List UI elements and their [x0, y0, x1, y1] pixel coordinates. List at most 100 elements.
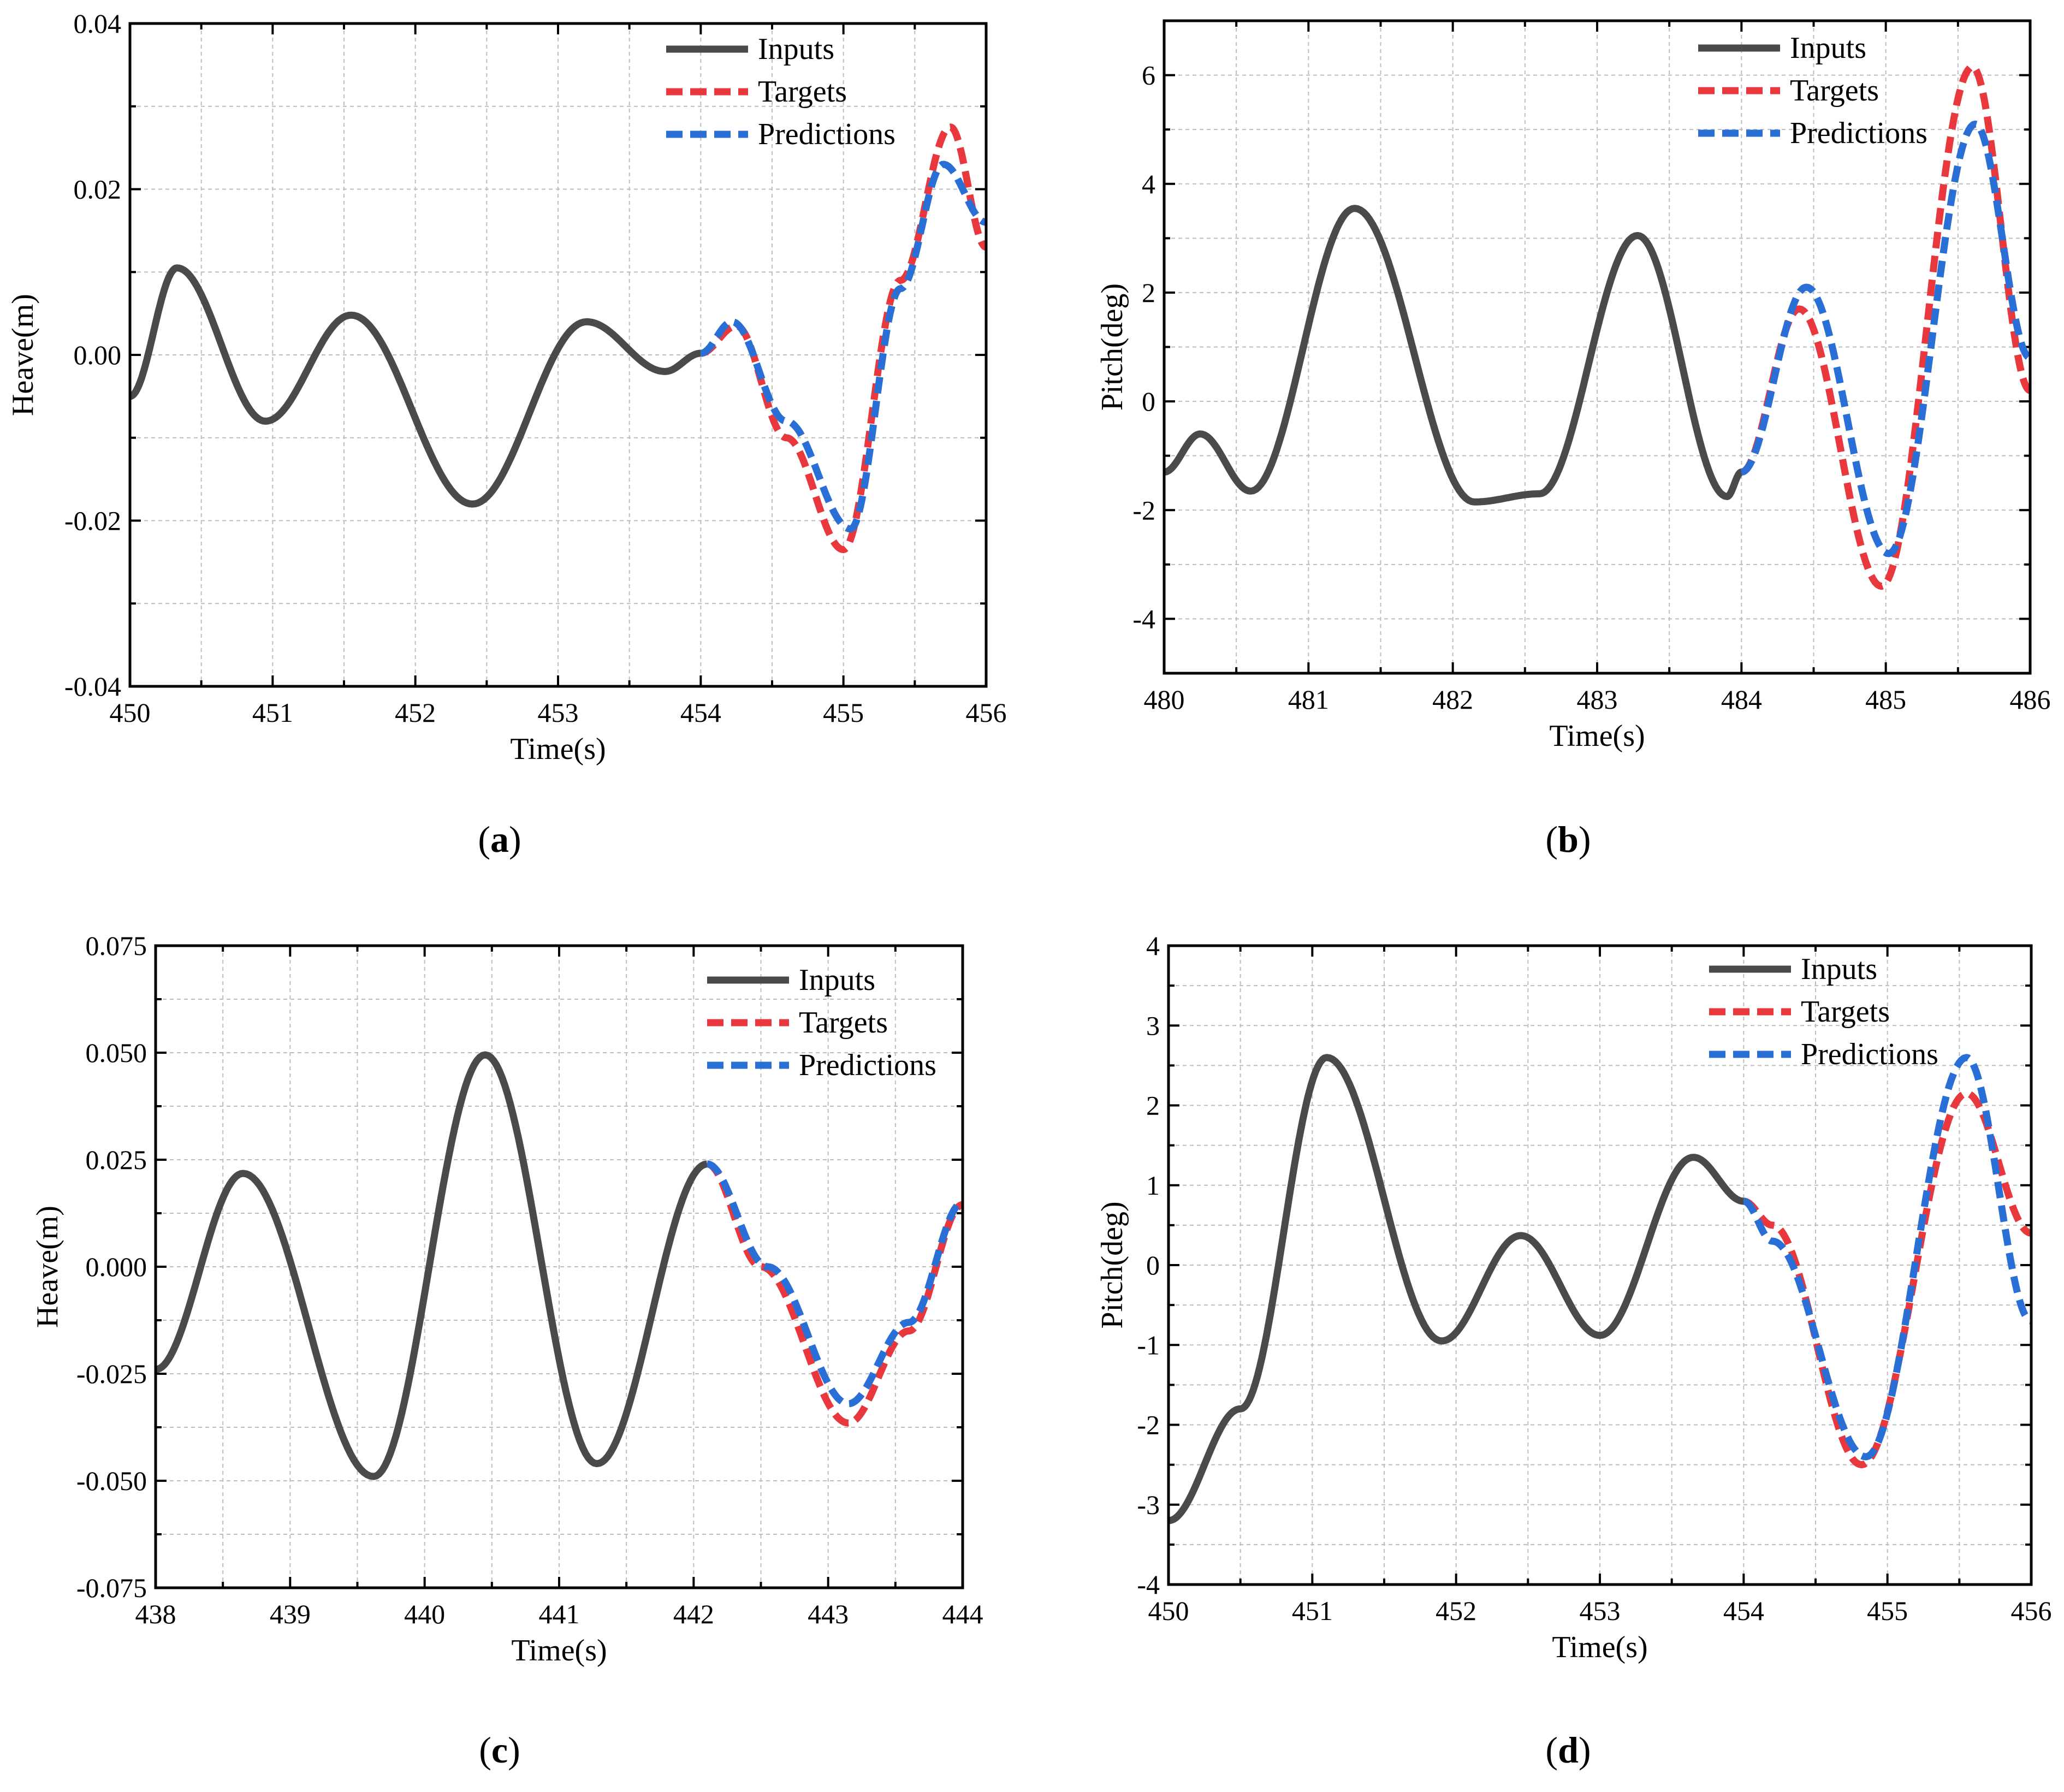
x-tick-label: 483: [1577, 684, 1618, 715]
x-tick-label: 455: [823, 697, 864, 728]
legend-label-predictions: Predictions: [799, 1048, 936, 1082]
y-axis-title: Heave(m): [6, 294, 40, 416]
series-line-predictions: [1741, 1054, 2031, 1461]
y-tick-label: 4: [1142, 169, 1155, 199]
caption-open-paren: (: [1545, 818, 1558, 860]
legend: Inputs Targets Predictions: [1698, 31, 1927, 150]
x-tick-label: 486: [2010, 684, 2051, 715]
chart-panel-b: 480 481 482 483 484 485 486 -4 -2 0 2 4 6 Time(s) Pitc…: [1095, 19, 2051, 860]
caption-letter: d: [1558, 1729, 1579, 1771]
legend-label-targets: Targets: [1801, 995, 1890, 1029]
grid: [1164, 20, 2031, 674]
y-tick-label: 6: [1142, 60, 1155, 91]
legend: Inputs Targets Predictions: [1709, 952, 1938, 1071]
series-line-inputs: [1164, 205, 1745, 506]
series-line-predictions: [698, 161, 986, 533]
y-tick-label: 0.02: [74, 174, 122, 205]
series-line-inputs: [130, 264, 704, 508]
y-tick-label: 2: [1142, 277, 1155, 308]
y-tick-label: 0.050: [86, 1037, 147, 1068]
series-group: [1169, 1054, 2031, 1524]
x-tick-label: 450: [1148, 1595, 1189, 1626]
x-tick-label: 442: [673, 1599, 714, 1629]
series-line-inputs: [156, 1051, 708, 1480]
series-line-predictions: [705, 1160, 963, 1408]
x-tick-label: 444: [942, 1599, 983, 1629]
caption-letter: c: [491, 1729, 508, 1771]
series-group: [1164, 63, 2030, 590]
x-tick-label: 439: [270, 1599, 311, 1629]
x-axis-title: Time(s): [1552, 1630, 1647, 1664]
series-group: [130, 123, 986, 554]
series-line-targets: [698, 123, 986, 554]
y-tick-label: -2: [1137, 1410, 1160, 1440]
y-tick-label: -0.04: [64, 671, 121, 702]
y-tick-label: -0.050: [76, 1465, 147, 1496]
plot-frame: [154, 944, 964, 1589]
chart-panel-c: 438 439 440 441 442 443 444 -0.075 -0.050 -0.025 0…: [31, 930, 983, 1771]
caption-open-paren: (: [478, 818, 490, 860]
y-tick-label: -3: [1137, 1490, 1160, 1520]
x-tick-label: 443: [808, 1599, 849, 1629]
x-tick-label: 441: [539, 1599, 580, 1629]
series-line-predictions: [1739, 120, 2030, 557]
x-tick-label: 453: [538, 697, 579, 728]
y-tick-label: 0.075: [86, 930, 147, 961]
x-axis-title: Time(s): [511, 1634, 607, 1668]
y-tick-label: 4: [1146, 930, 1160, 961]
panel-caption: (c): [479, 1729, 520, 1771]
legend-label-inputs: Inputs: [1801, 952, 1877, 986]
grid: [1168, 945, 2032, 1585]
y-tick-label: 2: [1146, 1090, 1160, 1121]
x-tick-label: 454: [1723, 1595, 1764, 1626]
legend-label-predictions: Predictions: [1790, 116, 1927, 150]
x-tick-label: 482: [1432, 684, 1473, 715]
series-line-targets: [1741, 1090, 2031, 1469]
y-axis-title: Pitch(deg): [1095, 283, 1129, 411]
x-tick-label: 454: [680, 697, 721, 728]
y-tick-label: -2: [1132, 495, 1155, 525]
grid: [155, 945, 963, 1588]
legend-label-targets: Targets: [758, 75, 847, 109]
x-axis-title: Time(s): [1549, 719, 1645, 753]
x-tick-label: 484: [1721, 684, 1762, 715]
y-tick-label: -0.02: [64, 506, 121, 536]
series-line-inputs: [1169, 1054, 1746, 1524]
x-tick-label: 450: [110, 697, 151, 728]
x-tick-label: 438: [135, 1599, 176, 1629]
y-tick-label: -4: [1132, 603, 1155, 634]
x-tick-label: 485: [1865, 684, 1906, 715]
x-tick-label: 451: [252, 697, 293, 728]
x-tick-label: 452: [1436, 1595, 1476, 1626]
y-tick-label: -1: [1137, 1330, 1160, 1360]
plot-frame: [1163, 19, 2032, 675]
chart-panel-a: 450 451 452 453 454 455 456 -0.04 -0.02 0.00 0.02 0…: [6, 8, 1007, 860]
legend-label-targets: Targets: [799, 1006, 888, 1040]
y-axis-title: Heave(m): [31, 1206, 64, 1328]
caption-open-paren: (: [479, 1729, 491, 1771]
legend-label-inputs: Inputs: [758, 32, 834, 66]
caption-letter: a: [490, 818, 509, 860]
x-tick-label: 480: [1144, 684, 1185, 715]
y-tick-label: -0.075: [76, 1573, 147, 1603]
panel-caption: (a): [478, 818, 521, 860]
legend-label-targets: Targets: [1790, 74, 1879, 108]
series-group: [156, 1051, 963, 1480]
caption-close-paren: ): [508, 1729, 520, 1771]
x-tick-label: 452: [395, 697, 436, 728]
y-axis-title: Pitch(deg): [1095, 1201, 1129, 1328]
x-tick-label: 481: [1288, 684, 1329, 715]
panel-caption: (b): [1545, 818, 1591, 860]
caption-close-paren: ): [1579, 818, 1591, 860]
y-tick-label: 0.04: [74, 8, 122, 39]
y-tick-label: 0.025: [86, 1144, 147, 1175]
x-axis-title: Time(s): [510, 732, 606, 766]
y-tick-label: 0: [1142, 386, 1155, 417]
x-tick-label: 456: [2011, 1595, 2052, 1626]
y-tick-label: -0.025: [76, 1358, 147, 1389]
x-tick-label: 440: [404, 1599, 445, 1629]
legend: Inputs Targets Predictions: [707, 963, 936, 1082]
legend-label-inputs: Inputs: [799, 963, 875, 997]
x-tick-label: 451: [1292, 1595, 1333, 1626]
